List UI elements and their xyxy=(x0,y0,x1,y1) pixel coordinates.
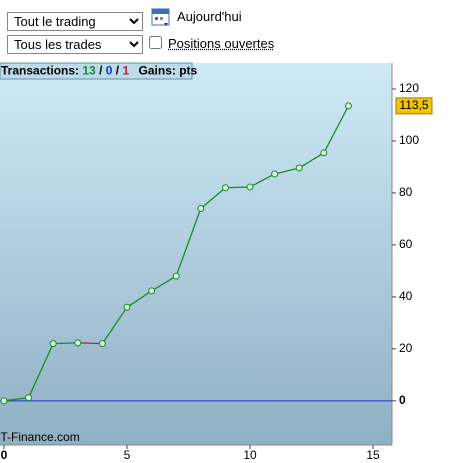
watermark: IT-Finance.com xyxy=(0,430,80,444)
y-tick-label: 120 xyxy=(399,81,419,95)
line-segment xyxy=(77,342,103,345)
line-segment xyxy=(151,275,177,292)
stats: Transactions: 13 / 0 / 1 Gains: pts xyxy=(1,64,198,78)
line-segment xyxy=(274,167,300,175)
point xyxy=(98,340,106,348)
line-segment xyxy=(101,306,128,345)
point xyxy=(320,149,328,157)
point xyxy=(172,272,180,280)
x-tick-label: 15 xyxy=(366,448,380,462)
line-segment xyxy=(3,397,29,402)
today-label[interactable]: Aujourd'hui xyxy=(177,9,242,24)
y-tick-label: 40 xyxy=(399,289,413,303)
calendar-icon[interactable] xyxy=(151,7,171,27)
y-tick-label: 60 xyxy=(399,237,413,251)
point xyxy=(246,183,254,191)
stats-label: Transactions: xyxy=(1,64,79,78)
line-segment xyxy=(27,343,54,398)
plot-area xyxy=(0,63,392,445)
stats-losses: 1 xyxy=(122,64,129,78)
x-tick-label: 10 xyxy=(243,448,257,462)
stats-gains-label: Gains: xyxy=(139,64,176,78)
y-tick-label: 80 xyxy=(399,185,413,199)
value-label: 113,5 xyxy=(399,98,428,112)
y-tick-label: 20 xyxy=(399,341,413,355)
x-tick-label: 5 xyxy=(124,448,131,462)
point xyxy=(148,287,156,295)
point xyxy=(221,184,229,192)
stats-band xyxy=(0,62,193,80)
stats-sep: / xyxy=(99,64,103,78)
period-select[interactable]: Tout le trading xyxy=(7,12,143,31)
calendar-svg xyxy=(151,8,170,26)
line-segment xyxy=(200,187,226,210)
line-segment xyxy=(323,105,350,154)
point xyxy=(25,394,33,402)
open-positions-label[interactable]: Positions ouvertes xyxy=(168,36,275,51)
line-segment xyxy=(298,152,325,169)
y-tick-label: 0 xyxy=(399,393,406,407)
point xyxy=(344,102,352,110)
stats-neutral: 0 xyxy=(106,64,113,78)
point xyxy=(123,303,131,311)
point xyxy=(295,164,303,172)
point xyxy=(0,397,8,405)
open-positions-checkbox[interactable] xyxy=(149,36,162,49)
stats-wins: 13 xyxy=(82,64,96,78)
filter-select[interactable]: Tous les trades xyxy=(7,35,143,54)
line-segment xyxy=(225,186,251,189)
line-segment xyxy=(126,290,152,308)
point xyxy=(74,339,82,347)
value-label-box xyxy=(395,97,433,115)
line-segment xyxy=(53,342,78,345)
point xyxy=(197,205,205,213)
stats-sep: / xyxy=(116,64,120,78)
x-tick-label: 0 xyxy=(1,448,8,462)
line-segment xyxy=(175,208,202,277)
line-segment xyxy=(249,173,275,188)
y-tick-label: 100 xyxy=(399,133,419,147)
point xyxy=(49,340,57,348)
stats-gains-unit: pts xyxy=(179,64,197,78)
point xyxy=(271,170,279,178)
